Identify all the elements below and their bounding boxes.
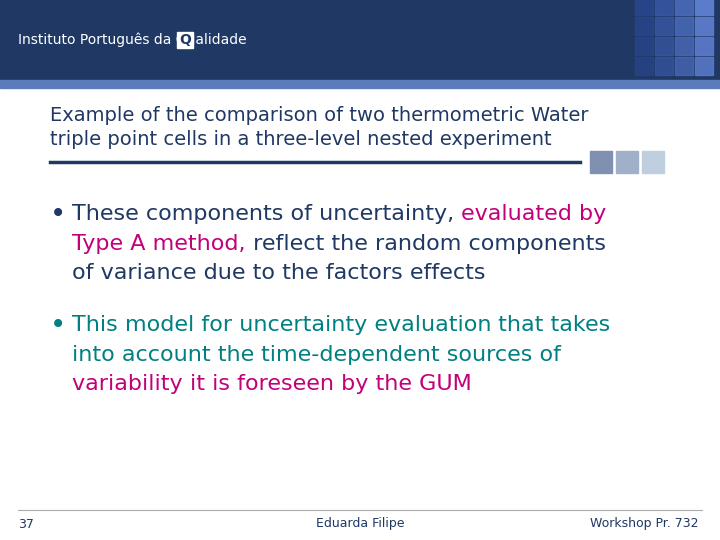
Text: reflect the random components: reflect the random components <box>246 233 606 253</box>
Bar <box>695 17 713 35</box>
Text: Type A method,: Type A method, <box>72 233 246 253</box>
Text: model for uncertainty evaluation: model for uncertainty evaluation <box>125 315 491 335</box>
Bar <box>655 0 673 15</box>
Bar <box>675 17 693 35</box>
Bar <box>675 0 693 15</box>
Bar <box>642 151 664 173</box>
Bar <box>177 32 193 48</box>
Text: into account the: into account the <box>72 345 261 364</box>
Text: 37: 37 <box>18 517 34 530</box>
Bar <box>655 17 673 35</box>
Bar <box>655 37 673 55</box>
Bar <box>590 151 612 173</box>
Text: Q: Q <box>179 33 191 47</box>
Bar <box>695 57 713 75</box>
Bar <box>0 0 720 80</box>
Bar <box>675 37 693 55</box>
Bar <box>616 151 638 173</box>
Bar <box>695 37 713 55</box>
Bar <box>635 37 653 55</box>
Bar <box>655 57 673 75</box>
Text: it is foreseen by the GUM: it is foreseen by the GUM <box>190 374 472 394</box>
Text: time-dependent sources of: time-dependent sources of <box>261 345 562 364</box>
Bar <box>675 57 693 75</box>
Text: that takes: that takes <box>491 315 611 335</box>
Text: Instituto Português da Qualidade: Instituto Português da Qualidade <box>18 33 247 47</box>
Text: triple point cells in a three-level nested experiment: triple point cells in a three-level nest… <box>50 131 552 150</box>
Text: variability: variability <box>72 374 190 394</box>
Text: Workshop Pr. 732: Workshop Pr. 732 <box>590 517 699 530</box>
Text: •: • <box>50 200 66 228</box>
Bar <box>695 0 713 15</box>
Text: Eduarda Filipe: Eduarda Filipe <box>316 517 404 530</box>
Text: of variance due to the factors effects: of variance due to the factors effects <box>72 263 485 283</box>
Text: •: • <box>50 311 66 339</box>
Text: This: This <box>72 315 125 335</box>
Bar <box>635 0 653 15</box>
Bar <box>635 57 653 75</box>
Text: These components of uncertainty,: These components of uncertainty, <box>72 204 462 224</box>
Text: Example of the comparison of two thermometric Water: Example of the comparison of two thermom… <box>50 106 588 125</box>
Bar <box>635 17 653 35</box>
Bar <box>0 80 720 88</box>
Text: evaluated by: evaluated by <box>462 204 606 224</box>
